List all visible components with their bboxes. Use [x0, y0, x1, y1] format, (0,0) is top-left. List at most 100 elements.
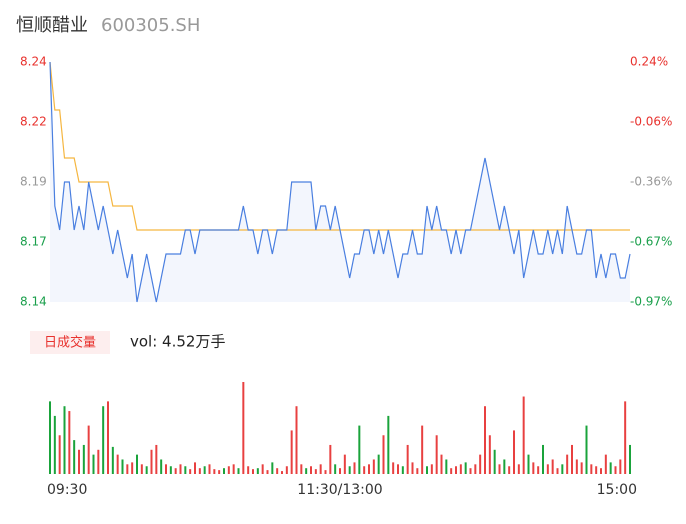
volume-bar: [107, 401, 109, 474]
volume-bar: [488, 435, 491, 474]
volume-bar: [179, 464, 182, 474]
volume-bar: [537, 466, 540, 474]
volume-bar: [455, 466, 457, 474]
volume-bar: [174, 468, 177, 474]
volume-bar: [213, 469, 216, 474]
volume-bar: [546, 464, 549, 474]
volume-bar: [155, 444, 158, 474]
volume-bar: [619, 459, 622, 474]
volume-bar: [590, 464, 593, 474]
volume-bar: [169, 466, 172, 474]
volume-bar: [629, 444, 631, 474]
volume-bar: [624, 401, 627, 474]
volume-bar: [542, 444, 544, 474]
volume-bar: [145, 466, 148, 474]
volume-bar: [474, 464, 477, 474]
volume-bar: [208, 464, 211, 474]
volume-bar: [232, 464, 235, 474]
volume-bar: [53, 415, 56, 474]
volume-bar: [290, 430, 293, 474]
y-tick-label: 8.24: [20, 55, 47, 69]
volume-bar: [421, 425, 424, 474]
volume-bar: [397, 464, 399, 474]
volume-bar: [551, 459, 554, 474]
average-line: [49, 61, 630, 231]
volume-bar: [252, 469, 254, 474]
volume-bar: [411, 462, 414, 474]
volume-bar: [358, 425, 361, 474]
volume-bar: [459, 464, 462, 474]
volume-bar: [319, 464, 322, 474]
volume-bar: [580, 462, 583, 474]
volume-bar: [266, 470, 269, 474]
y2-tick-label: -0.06%: [630, 115, 672, 129]
volume-bar: [343, 454, 346, 474]
volume-bar: [493, 449, 496, 474]
volume-bar: [92, 454, 95, 474]
volume-bar: [242, 382, 245, 474]
volume-bar: [160, 459, 163, 474]
stock-code: 600305.SH: [101, 15, 200, 36]
volume-label: 日成交量: [44, 335, 96, 351]
price-line: [49, 61, 631, 303]
volume-bar: [131, 462, 134, 474]
volume-bar: [368, 464, 370, 474]
volume-bar: [575, 459, 578, 474]
volume-bar: [392, 462, 395, 474]
volume-bar: [556, 468, 559, 474]
volume-bar: [237, 468, 240, 474]
volume-bar: [184, 466, 187, 474]
volume-bar: [218, 470, 221, 474]
volume-bar: [329, 444, 332, 474]
volume-bar: [377, 454, 380, 474]
volume-bar: [271, 462, 274, 474]
volume-bar: [281, 471, 283, 474]
volume-bar: [348, 466, 351, 474]
volume-bar: [508, 466, 511, 474]
y2-tick-label: -0.67%: [630, 235, 672, 249]
volume-bar: [261, 464, 264, 474]
volume-bar: [165, 464, 167, 474]
volume-label-bg: [30, 331, 110, 354]
volume-bar: [406, 444, 409, 474]
volume-bar: [339, 468, 341, 474]
y2-tick-label: -0.97%: [630, 295, 672, 309]
volume-bar: [513, 430, 515, 474]
volume-bar: [285, 466, 288, 474]
volume-bar: [97, 449, 100, 474]
volume-bar: [498, 464, 501, 474]
volume-bar: [479, 454, 482, 474]
volume-bar: [295, 406, 298, 474]
volume-bar: [314, 469, 317, 474]
volume-bar: [571, 444, 573, 474]
volume-bar: [324, 470, 327, 474]
volume-bar: [614, 466, 617, 474]
volume-bar: [566, 454, 569, 474]
stock-name: 恒顺醋业: [16, 15, 88, 36]
volume-bar: [194, 462, 196, 474]
volume-bar: [203, 466, 206, 474]
volume-bar: [78, 449, 80, 474]
volume-bar: [609, 462, 612, 474]
volume-bar: [63, 406, 66, 474]
y2-tick-label: 0.24%: [630, 55, 668, 69]
volume-bar: [305, 468, 308, 474]
volume-bar: [49, 401, 51, 474]
y-tick-label: 8.17: [20, 235, 47, 249]
x-tick-label: 15:00: [597, 482, 637, 498]
volume-bar: [334, 464, 337, 474]
volume-bar: [604, 454, 607, 474]
volume-bar: [73, 440, 76, 474]
volume-bar: [227, 466, 230, 474]
volume-bar: [387, 415, 390, 474]
volume-bar: [189, 469, 192, 474]
volume-bar: [87, 425, 90, 474]
volume-bar: [416, 468, 419, 474]
volume-bar: [440, 454, 443, 474]
volume-bar: [585, 425, 588, 474]
volume-bar: [353, 462, 356, 474]
volume-bar: [445, 459, 448, 474]
volume-bar: [435, 435, 438, 474]
volume-bar: [527, 454, 530, 474]
volume-bar: [382, 435, 385, 474]
